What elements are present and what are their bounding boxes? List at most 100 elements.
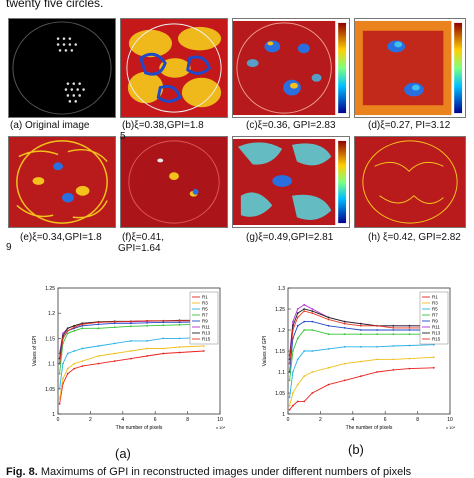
data-point	[303, 329, 306, 331]
data-point	[432, 356, 435, 359]
data-point	[376, 371, 378, 373]
data-point	[130, 357, 132, 360]
data-point	[81, 365, 84, 367]
data-point	[66, 329, 69, 332]
data-point	[327, 366, 330, 369]
data-point	[376, 324, 378, 327]
legend-box	[189, 291, 219, 345]
legend-label: R15	[202, 337, 211, 342]
data-point	[130, 350, 132, 352]
panel-b	[120, 18, 228, 118]
reconstruction-b	[121, 19, 227, 117]
panel-f-caption: (f)ξ=0.41,	[122, 232, 164, 243]
x-tick-label: 4	[121, 417, 124, 423]
panel-d	[354, 18, 466, 118]
panel-h-caption: (h) ξ=0.42, GPI=2.82	[368, 232, 461, 243]
data-point	[130, 325, 132, 328]
data-point	[97, 323, 100, 326]
legend-box	[419, 291, 449, 345]
data-point	[130, 322, 132, 325]
data-point	[360, 345, 362, 348]
data-point	[311, 320, 314, 323]
panel-e-caption: (e)ξ=0.34,GPI=1.8	[20, 232, 102, 243]
data-point	[311, 392, 314, 394]
data-point	[296, 312, 299, 315]
x-axis-label: The number of pixels	[346, 425, 393, 431]
data-point	[408, 367, 411, 370]
panel-a-side-label: 5	[120, 131, 126, 142]
data-point	[146, 347, 148, 350]
y-tick-label: 1.25	[275, 307, 285, 313]
x-tick-label: 0	[57, 417, 60, 423]
data-point	[62, 337, 64, 340]
data-point	[360, 333, 362, 336]
top-caption: twenty five circles.	[6, 0, 104, 10]
legend-label: R7	[432, 313, 438, 318]
data-point	[162, 321, 165, 324]
series-line-r7	[289, 329, 434, 381]
data-point	[311, 329, 314, 331]
x-tick-label: 4	[351, 417, 354, 423]
data-point	[343, 345, 346, 348]
legend-label: R1	[432, 295, 438, 300]
series-line-r5	[289, 344, 434, 398]
data-point	[66, 352, 69, 355]
data-point	[288, 362, 291, 365]
data-point	[288, 396, 291, 399]
legend-label: R13	[432, 331, 441, 336]
x-axis-multiplier: x 10⁴	[446, 425, 456, 430]
data-point	[113, 360, 116, 362]
chart-a: 1 1.05 1.1 1.15 1.2 1.25 0 2 4 6 8 10 The number of …	[32, 286, 226, 431]
reconstruction-g	[233, 137, 349, 227]
data-point	[303, 310, 306, 312]
data-point	[66, 332, 69, 335]
plot-label-b: (b)	[348, 442, 364, 457]
data-point	[178, 346, 181, 348]
data-point	[292, 371, 294, 373]
data-point	[58, 372, 61, 375]
plot-label-a: (a)	[115, 446, 131, 461]
data-point	[311, 308, 314, 310]
y-tick-label: 1.25	[45, 286, 55, 292]
series-line-r5	[59, 336, 204, 389]
data-point	[178, 323, 181, 326]
data-point	[327, 383, 330, 386]
series-line-r3	[59, 345, 204, 399]
legend-label: R3	[202, 301, 208, 306]
reconstruction-c	[233, 19, 349, 117]
data-point	[62, 332, 64, 335]
data-point	[288, 408, 291, 411]
panel-e	[8, 136, 116, 228]
x-tick-label: 8	[416, 417, 419, 423]
y-tick-label: 1.1	[278, 370, 285, 376]
data-point	[343, 333, 346, 336]
data-point	[58, 398, 61, 400]
y-tick-label: 1.05	[45, 387, 55, 393]
data-point	[296, 400, 299, 403]
data-point	[146, 319, 148, 322]
data-point	[408, 357, 411, 360]
data-point	[73, 362, 76, 365]
panel-e-side-label: 9	[6, 242, 12, 253]
data-point	[343, 320, 346, 323]
panel-f-caption-2: GPI=1.64	[118, 243, 161, 254]
data-point	[303, 308, 306, 310]
figure-caption: Fig. 8. Maximums of GPI in reconstructed…	[6, 466, 411, 478]
data-point	[58, 362, 61, 365]
data-point	[432, 366, 435, 369]
legend-label: R15	[432, 337, 441, 342]
data-point	[327, 318, 330, 321]
x-tick-label: 6	[384, 417, 387, 423]
legend-label: R3	[432, 301, 438, 306]
data-point	[376, 333, 378, 336]
data-point	[162, 352, 165, 355]
legend-label: R5	[202, 307, 208, 312]
panel-f	[120, 136, 228, 228]
data-point	[392, 329, 395, 331]
data-point	[288, 371, 291, 373]
data-point	[343, 362, 346, 365]
panel-h	[354, 136, 466, 228]
data-point	[327, 316, 330, 319]
data-point	[296, 324, 299, 327]
reconstruction-d	[355, 19, 465, 117]
